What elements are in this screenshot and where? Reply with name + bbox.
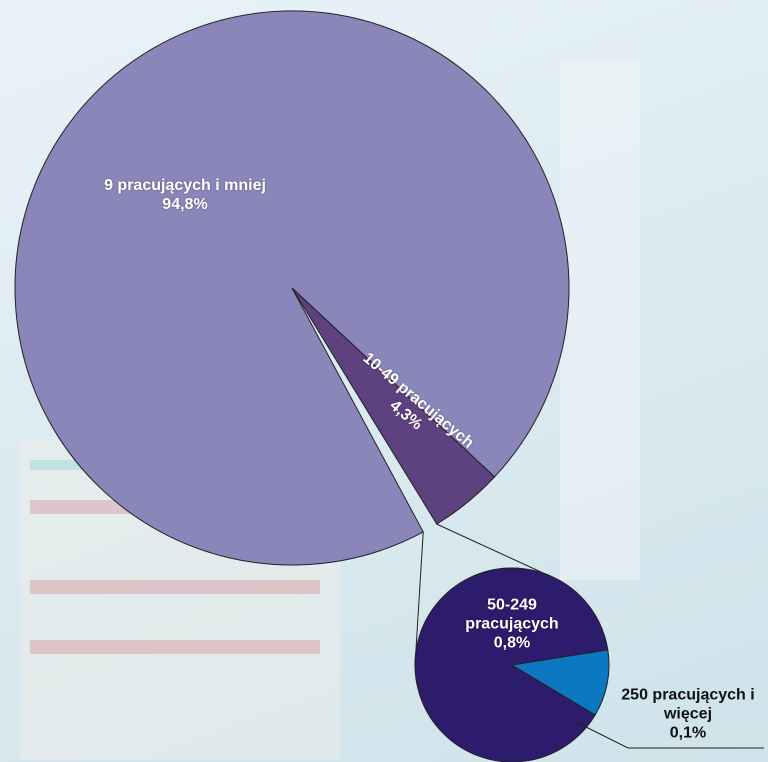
data-label: 50-249 pracujących 0,8%	[457, 596, 567, 653]
category-label: 9 pracujących i mniej	[104, 177, 266, 194]
data-label: 9 pracujących i mniej 94,8%	[104, 176, 266, 214]
category-label: 250 pracujących i więcej	[621, 686, 755, 723]
value-label: 0,1%	[669, 724, 707, 742]
data-label: 250 pracujących i więcej 0,1%	[603, 686, 768, 743]
pie-slice	[14, 10, 570, 566]
connector-line	[414, 531, 424, 666]
category-label: 50-249 pracujących	[465, 596, 559, 633]
connector-line	[436, 523, 561, 582]
pie-slice	[510, 649, 610, 716]
value-label: 94,8%	[162, 196, 208, 213]
value-label: 0,8%	[493, 634, 531, 652]
leader-line	[575, 721, 764, 749]
